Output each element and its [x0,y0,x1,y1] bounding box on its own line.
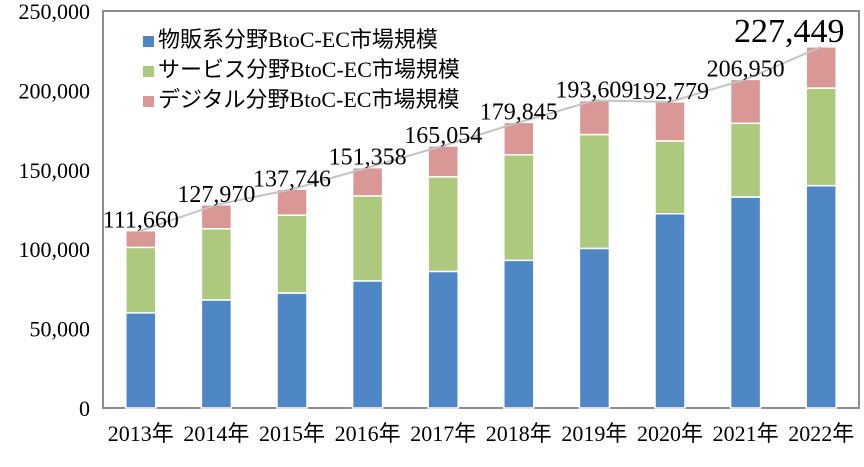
bar-segment-series1-2015年 [276,214,308,294]
total-data-label: 227,449 [734,13,845,50]
bar-segment-series1-2016年 [351,195,384,282]
bar-segment-series0-2021年 [729,196,762,409]
x-axis-label: 2020年 [637,421,703,446]
legend-swatch-icon [143,36,154,47]
x-axis-label: 2015年 [259,421,325,446]
bar-segment-series0-2014年 [200,299,233,409]
x-axis-label: 2022年 [788,421,854,446]
total-data-label: 137,746 [253,166,331,192]
bar-segment-series2-2015年 [276,188,308,216]
legend-swatch-icon [143,96,154,107]
x-axis-label: 2021年 [713,421,779,446]
x-axis-label: 2019年 [561,421,627,446]
bar-segment-series0-2013年 [125,312,157,409]
y-axis: 0 50,000 100,000 150,000 200,000 250,000 [19,0,91,421]
bar-segment-series1-2018年 [503,154,535,262]
plot-area [102,10,860,409]
plot-border [102,10,860,409]
bar-segment-series2-2016年 [351,166,384,197]
total-data-label: 111,660 [103,208,179,234]
total-data-label: 151,358 [329,145,407,171]
bar-segment-series0-2019年 [578,247,611,409]
x-axis-label: 2017年 [410,421,476,446]
bar-segment-series2-2021年 [729,78,762,125]
y-axis-tick-label: 150,000 [19,158,91,183]
bar-segment-series1-2019年 [578,133,611,250]
x-axis-label: 2013年 [108,421,174,446]
data-labels: 111,660127,970137,746151,358165,054179,8… [103,13,845,234]
bar-segment-series2-2017年 [427,145,459,178]
legend-label: サービス分野BtoC-EC市場規模 [158,57,460,82]
y-axis-tick-label: 100,000 [19,237,91,262]
bar-segment-series0-2020年 [654,212,686,409]
total-data-label: 206,950 [707,56,785,82]
legend-item: サービス分野BtoC-EC市場規模 [143,57,460,82]
bar-segment-series1-2014年 [200,228,233,301]
total-line [140,45,822,232]
bars [125,46,837,409]
x-axis-label: 2018年 [486,421,552,446]
bar-segment-series1-2017年 [427,176,459,273]
bar-segment-series1-2021年 [729,122,762,198]
x-axis-label: 2014年 [183,421,249,446]
legend-label: デジタル分野BtoC-EC市場規模 [158,87,459,112]
total-data-label: 192,779 [631,79,709,105]
bar-segment-series0-2017年 [427,270,459,409]
y-axis-tick-label: 0 [79,396,90,421]
bar-segment-series0-2015年 [276,292,308,409]
legend-item: デジタル分野BtoC-EC市場規模 [143,87,459,112]
legend-item: 物販系分野BtoC-EC市場規模 [143,27,438,52]
x-axis: 2013年 2014年 2015年 2016年 2017年 2018年 2019年 2020年… [108,421,854,446]
bar-segment-series1-2022年 [805,87,837,187]
bar-segment-series1-2020年 [654,140,686,215]
total-data-label: 165,054 [404,123,482,149]
total-data-label: 193,609 [555,78,633,104]
bar-segment-series1-2013年 [125,246,157,314]
bar-segment-series0-2022年 [805,184,837,409]
legend-swatch-icon [143,66,154,77]
legend-label: 物販系分野BtoC-EC市場規模 [158,27,438,52]
bar-segment-series0-2018年 [503,259,535,409]
y-axis-tick-label: 50,000 [30,317,91,342]
bar-segment-series2-2022年 [805,46,837,89]
total-data-label: 127,970 [177,182,255,208]
y-axis-tick-label: 250,000 [19,0,91,24]
bar-segment-series0-2016年 [351,280,384,409]
total-line-series [140,45,822,232]
bar-segment-series2-2018年 [503,121,535,156]
x-axis-label: 2016年 [335,421,401,446]
bar-segment-series2-2020年 [654,101,686,142]
total-data-label: 179,845 [480,99,558,125]
legend: 物販系分野BtoC-EC市場規模サービス分野BtoC-EC市場規模デジタル分野B… [143,27,460,112]
y-axis-tick-label: 200,000 [19,78,91,103]
bar-segment-series2-2019年 [578,99,611,136]
